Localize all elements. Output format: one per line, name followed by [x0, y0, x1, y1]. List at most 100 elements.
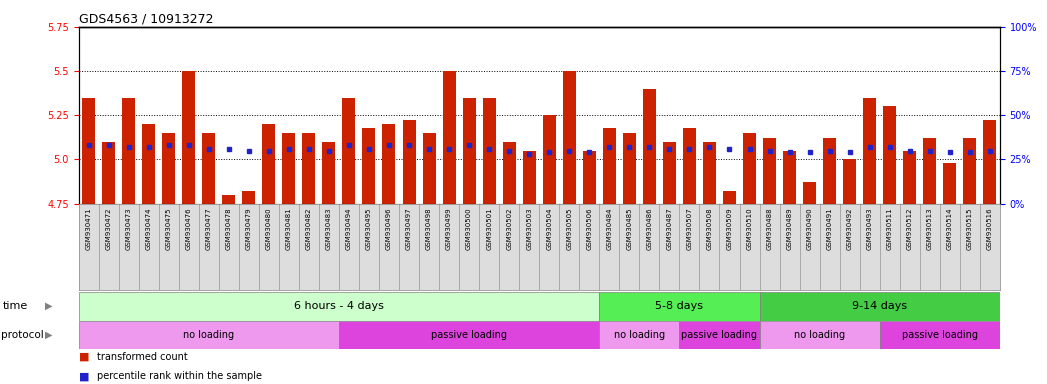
Bar: [923, 138, 936, 204]
Bar: [342, 98, 355, 204]
Text: 5-8 days: 5-8 days: [655, 301, 704, 311]
Bar: [82, 98, 95, 204]
Bar: [623, 133, 636, 204]
Bar: [884, 106, 896, 204]
Text: passive loading: passive loading: [901, 330, 978, 340]
Bar: [79, 292, 599, 321]
Text: GSM930490: GSM930490: [806, 208, 812, 250]
Text: GSM930488: GSM930488: [766, 208, 773, 250]
Text: ▶: ▶: [45, 301, 52, 311]
Text: GSM930478: GSM930478: [226, 208, 231, 250]
Bar: [723, 191, 736, 204]
Bar: [863, 98, 876, 204]
Bar: [759, 321, 879, 349]
Text: GSM930493: GSM930493: [867, 208, 873, 250]
Text: GSM930515: GSM930515: [966, 208, 973, 250]
Text: GSM930483: GSM930483: [326, 208, 332, 250]
Text: ▶: ▶: [45, 330, 52, 340]
Bar: [603, 127, 616, 204]
Bar: [463, 98, 475, 204]
Bar: [303, 133, 315, 204]
Bar: [263, 124, 275, 204]
Bar: [983, 121, 997, 204]
Bar: [283, 133, 295, 204]
Text: GSM930471: GSM930471: [86, 208, 91, 250]
Bar: [599, 321, 680, 349]
Text: GSM930503: GSM930503: [527, 208, 532, 250]
Bar: [763, 138, 776, 204]
Text: 9-14 days: 9-14 days: [852, 301, 908, 311]
Text: GSM930500: GSM930500: [466, 208, 472, 250]
Text: GSM930485: GSM930485: [626, 208, 632, 250]
Text: time: time: [3, 301, 28, 311]
Text: GSM930504: GSM930504: [547, 208, 552, 250]
Text: GSM930494: GSM930494: [346, 208, 352, 250]
Text: GSM930476: GSM930476: [185, 208, 192, 250]
Text: GSM930510: GSM930510: [747, 208, 753, 250]
Text: GSM930511: GSM930511: [887, 208, 893, 250]
Bar: [162, 133, 175, 204]
Text: GSM930496: GSM930496: [386, 208, 392, 250]
Text: GSM930513: GSM930513: [927, 208, 933, 250]
Bar: [102, 142, 115, 204]
Bar: [362, 127, 376, 204]
Text: GSM930473: GSM930473: [126, 208, 132, 250]
Bar: [122, 98, 135, 204]
Text: GSM930497: GSM930497: [406, 208, 413, 250]
Bar: [182, 71, 195, 204]
Text: GSM930501: GSM930501: [486, 208, 492, 250]
Text: GSM930506: GSM930506: [586, 208, 593, 250]
Text: GSM930491: GSM930491: [827, 208, 832, 250]
Bar: [703, 142, 716, 204]
Bar: [904, 151, 916, 204]
Text: no loading: no loading: [794, 330, 845, 340]
Text: GSM930475: GSM930475: [165, 208, 172, 250]
Text: GSM930486: GSM930486: [646, 208, 652, 250]
Bar: [843, 159, 856, 204]
Text: GSM930512: GSM930512: [907, 208, 913, 250]
Text: GSM930474: GSM930474: [146, 208, 152, 250]
Bar: [562, 71, 576, 204]
Bar: [522, 151, 536, 204]
Bar: [583, 151, 596, 204]
Text: transformed count: transformed count: [97, 352, 188, 362]
Bar: [142, 124, 155, 204]
Bar: [683, 127, 696, 204]
Bar: [542, 115, 556, 204]
Bar: [643, 89, 655, 204]
Text: 6 hours - 4 days: 6 hours - 4 days: [294, 301, 384, 311]
Text: GSM930482: GSM930482: [306, 208, 312, 250]
Text: GSM930516: GSM930516: [987, 208, 993, 250]
Bar: [382, 124, 396, 204]
Bar: [222, 195, 236, 204]
Bar: [963, 138, 977, 204]
Text: GSM930492: GSM930492: [847, 208, 852, 250]
Bar: [879, 321, 1000, 349]
Text: ■: ■: [79, 371, 89, 381]
Bar: [503, 142, 516, 204]
Bar: [759, 292, 1000, 321]
Bar: [423, 133, 436, 204]
Text: no loading: no loading: [183, 330, 235, 340]
Text: GSM930480: GSM930480: [266, 208, 272, 250]
Text: GSM930498: GSM930498: [426, 208, 432, 250]
Text: GSM930479: GSM930479: [246, 208, 251, 250]
Text: GSM930505: GSM930505: [566, 208, 573, 250]
Text: GSM930495: GSM930495: [366, 208, 372, 250]
Bar: [943, 163, 956, 204]
Text: GSM930507: GSM930507: [687, 208, 692, 250]
Bar: [663, 142, 676, 204]
Text: GSM930499: GSM930499: [446, 208, 452, 250]
Bar: [783, 151, 796, 204]
Bar: [743, 133, 756, 204]
Text: GSM930489: GSM930489: [786, 208, 793, 250]
Text: no loading: no loading: [614, 330, 665, 340]
Bar: [680, 321, 759, 349]
Text: GSM930508: GSM930508: [707, 208, 712, 250]
Text: ■: ■: [79, 352, 89, 362]
Bar: [803, 182, 816, 204]
Text: GSM930481: GSM930481: [286, 208, 292, 250]
Text: protocol: protocol: [1, 330, 44, 340]
Bar: [483, 98, 495, 204]
Bar: [599, 292, 759, 321]
